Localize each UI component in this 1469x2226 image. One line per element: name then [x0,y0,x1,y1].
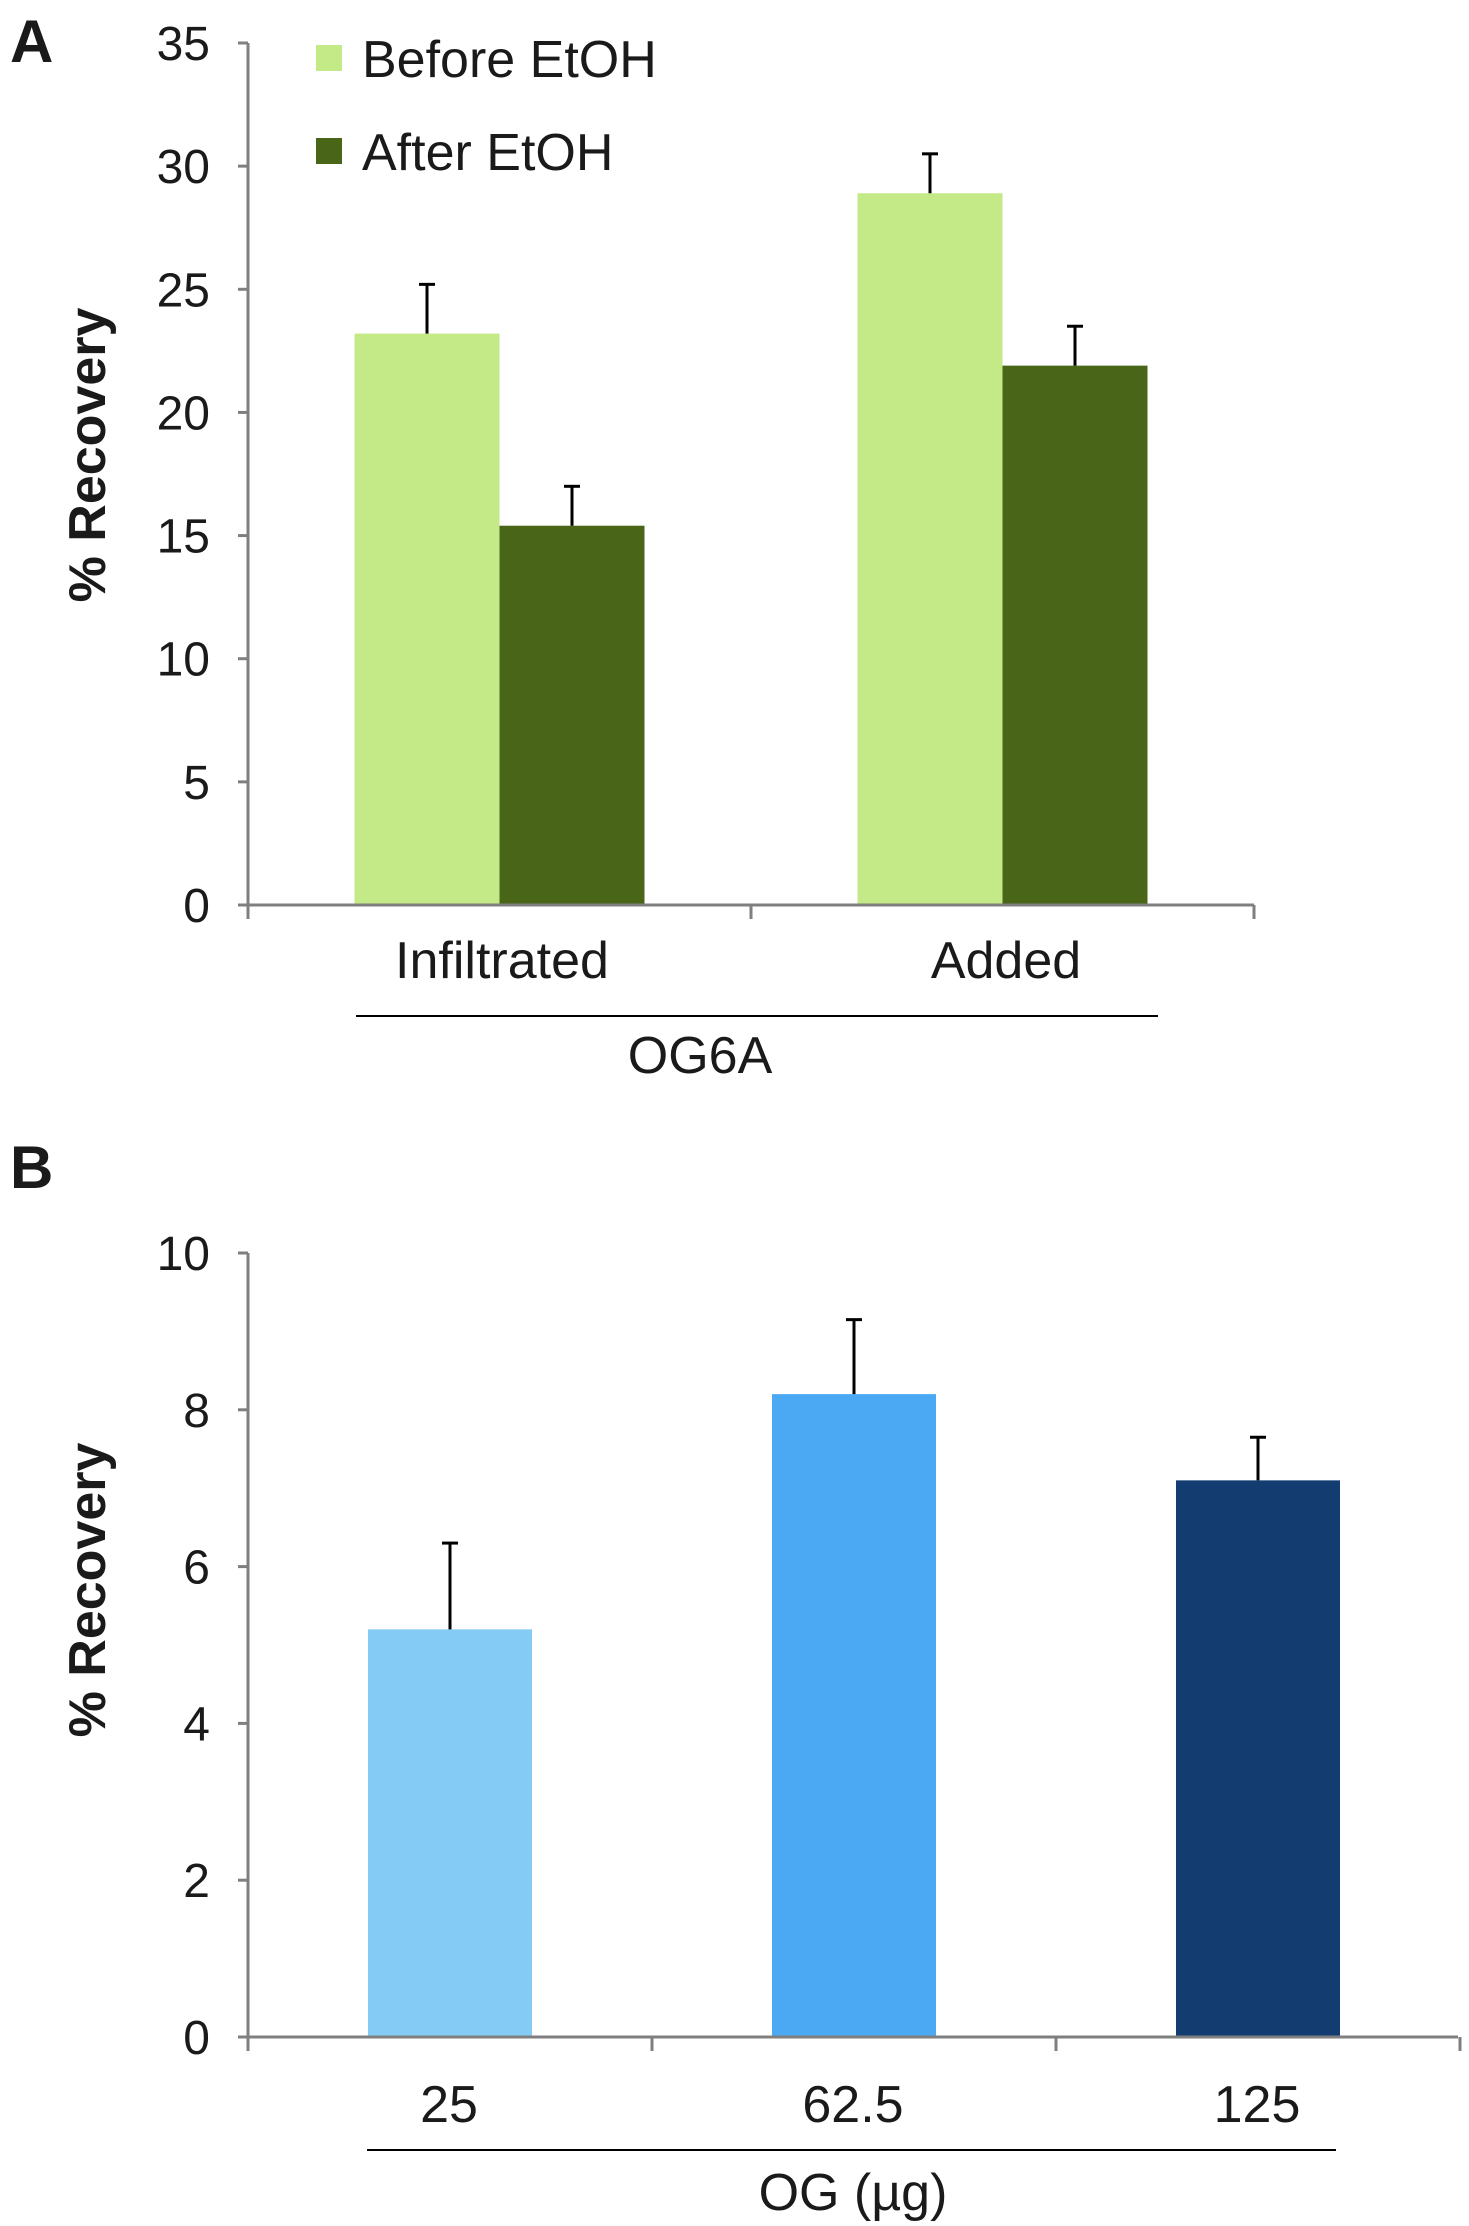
error-bar-after-etoh-added [1067,324,1083,366]
panel-b-letter: B [10,1134,53,1201]
error-bar-og-25 [442,1541,458,1630]
bar-og-25 [368,1629,532,2037]
bar-after-etoh-added [1002,365,1148,905]
panel-a-category-label: Infiltrated [395,932,609,990]
panel-b-error-bars [442,1318,1266,1630]
legend-swatch-before-etoh [316,45,342,71]
y-tick-label: 8 [183,1385,210,1438]
panel-b-y-axis-title: % Recovery [59,1443,117,1738]
panel-b-y-ticks: 0 2 4 6 8 10 [157,1228,248,2065]
panel-b-category-label: 25 [420,2076,478,2134]
panel-a-legend: Before EtOH After EtOH [316,31,657,182]
y-tick-label: 20 [157,387,210,440]
y-tick-label: 25 [157,264,210,317]
panel-a-letter: A [10,8,53,75]
legend-label-after-etoh: After EtOH [362,124,613,182]
error-bar-og-125 [1250,1435,1266,1481]
panel-b-group-label: OG (µg) [759,2164,948,2222]
y-tick-label: 6 [183,1542,210,1595]
y-tick-label: 0 [183,880,210,933]
bar-og-62-5 [772,1394,936,2037]
bar-before-etoh-infiltrated [354,333,500,905]
y-tick-label: 10 [157,634,210,687]
bar-before-etoh-added [857,193,1003,906]
y-tick-label: 35 [157,18,210,71]
panel-b-bars [368,1394,1340,2037]
error-bar-og-62-5 [846,1318,862,1395]
panel-a-x-ticks [246,905,1256,919]
y-tick-label: 30 [157,141,210,194]
panel-b: B % Recovery 0 2 4 6 8 10 25 62.5 125 OG (µg) [10,1134,1462,2222]
bar-og-125 [1176,1480,1340,2037]
panel-a-y-axis-title: % Recovery [59,308,117,603]
y-tick-label: 0 [183,2012,210,2065]
panel-a-y-ticks: 0 5 10 15 20 25 30 35 [157,18,248,933]
error-bar-before-etoh-added [922,152,938,194]
panel-b-category-label: 125 [1214,2076,1301,2134]
y-tick-label: 4 [183,1698,210,1751]
panel-a-error-bars [419,152,1083,526]
panel-a-category-label: Added [931,932,1081,990]
legend-swatch-after-etoh [316,138,342,164]
error-bar-after-etoh-infiltrated [564,484,580,526]
panel-a-group-label: OG6A [628,1027,773,1085]
error-bar-before-etoh-infiltrated [419,282,435,334]
panel-b-category-label: 62.5 [802,2076,903,2134]
panel-a-bars [354,193,1148,906]
y-tick-label: 10 [157,1228,210,1281]
panel-b-x-ticks [246,2037,1462,2051]
y-tick-label: 15 [157,511,210,564]
y-tick-label: 2 [183,1855,210,1908]
legend-label-before-etoh: Before EtOH [362,31,657,89]
bar-after-etoh-infiltrated [499,525,645,905]
y-tick-label: 5 [183,757,210,810]
